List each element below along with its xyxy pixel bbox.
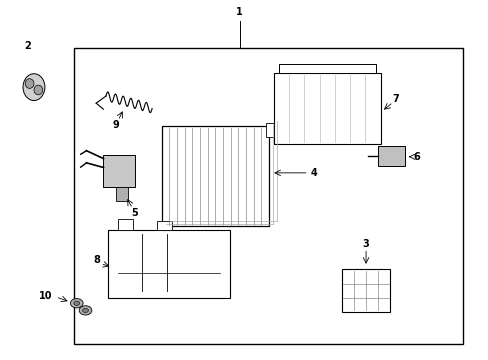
Ellipse shape bbox=[34, 85, 42, 95]
Text: 9: 9 bbox=[112, 120, 119, 130]
Text: 1: 1 bbox=[236, 8, 243, 18]
Bar bbox=[278, 64, 375, 73]
Text: 7: 7 bbox=[392, 94, 399, 104]
Circle shape bbox=[79, 306, 92, 315]
Circle shape bbox=[82, 308, 88, 312]
Bar bbox=[273, 73, 380, 144]
Bar bbox=[74, 48, 462, 344]
Text: 8: 8 bbox=[93, 255, 100, 265]
Bar bbox=[103, 155, 135, 187]
Text: 3: 3 bbox=[362, 239, 368, 249]
Bar bbox=[162, 126, 268, 226]
Bar bbox=[377, 146, 404, 166]
Bar bbox=[157, 221, 171, 230]
Bar bbox=[116, 187, 127, 202]
Bar bbox=[341, 269, 389, 312]
Text: 5: 5 bbox=[131, 208, 138, 218]
Ellipse shape bbox=[25, 79, 34, 88]
Text: 4: 4 bbox=[309, 168, 316, 178]
Bar bbox=[266, 123, 273, 137]
Text: 2: 2 bbox=[24, 41, 30, 51]
Ellipse shape bbox=[23, 74, 45, 100]
Bar bbox=[118, 219, 132, 230]
Text: 10: 10 bbox=[40, 291, 53, 301]
Circle shape bbox=[70, 298, 83, 308]
Bar bbox=[108, 230, 229, 298]
Text: 6: 6 bbox=[413, 152, 420, 162]
Circle shape bbox=[74, 301, 80, 305]
